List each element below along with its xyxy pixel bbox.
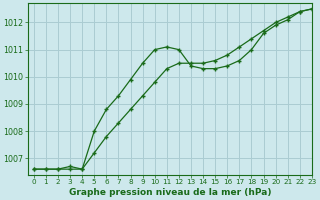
X-axis label: Graphe pression niveau de la mer (hPa): Graphe pression niveau de la mer (hPa) (68, 188, 271, 197)
